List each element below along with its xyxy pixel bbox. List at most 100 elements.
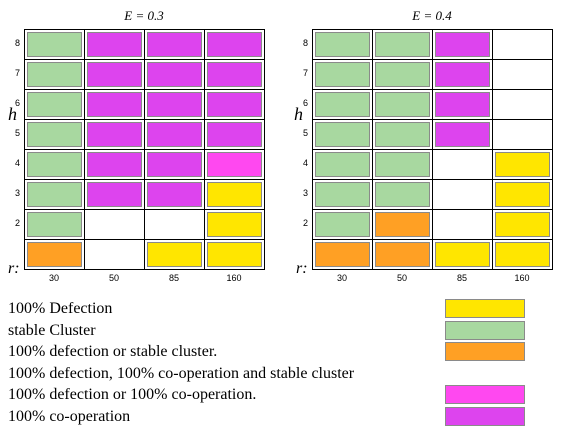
heatmap-cell-fill (147, 152, 202, 177)
heatmap-cell (25, 240, 85, 270)
heatmap-cell-fill (435, 62, 490, 87)
heatmap-cell (85, 90, 145, 120)
heatmap-cell (25, 90, 85, 120)
heatmap-cell-fill (207, 212, 262, 237)
heatmap-cell-fill (87, 62, 142, 87)
heatmap-cell (313, 90, 373, 120)
heatmap-cell (85, 120, 145, 150)
x-tick-label: 30 (336, 273, 347, 283)
heatmap-cell-fill (207, 32, 262, 57)
heatmap-cell-fill (315, 62, 370, 87)
heatmap-cell-fill (87, 212, 142, 237)
heatmap-cell (313, 240, 373, 270)
heatmap-cell (313, 150, 373, 180)
heatmap-cell (373, 180, 433, 210)
heatmap-cell-fill (147, 212, 202, 237)
heatmap-cell-fill (315, 32, 370, 57)
heatmap-cell-fill (435, 152, 490, 177)
x-tick-label: 30 (48, 273, 59, 283)
heatmap-cell-fill (375, 212, 430, 237)
heatmap-cell (145, 120, 205, 150)
heatmap-cell (313, 210, 373, 240)
y-tick-label: 6 (302, 98, 308, 108)
heatmap-cell-fill (375, 92, 430, 117)
heatmap-cell-fill (27, 32, 82, 57)
heatmap-cell (205, 90, 265, 120)
heatmap-cell-fill (27, 182, 82, 207)
heatmap-cell-fill (315, 242, 370, 267)
heatmap-cell-fill (495, 242, 550, 267)
heatmap-cell-fill (27, 62, 82, 87)
heatmap-cell-fill (375, 62, 430, 87)
heatmap-cell (205, 60, 265, 90)
heatmap-cell (433, 90, 493, 120)
heatmap-cell-fill (147, 242, 202, 267)
heatmap-cell (205, 120, 265, 150)
heatmap-cell (85, 60, 145, 90)
panel-title-e03: E = 0.3 (124, 8, 164, 23)
heatmap-cell (145, 90, 205, 120)
heatmap-cell-fill (435, 92, 490, 117)
heatmap-cell (373, 240, 433, 270)
heatmap-cell (433, 180, 493, 210)
heatmap-cell (493, 30, 553, 60)
legend-swatch (445, 299, 525, 318)
y-tick-label: 7 (14, 68, 20, 78)
heatmap-cell-fill (375, 152, 430, 177)
y-axis-label-e04: h (294, 104, 303, 124)
legend-label: 100% defection or stable cluster. (8, 343, 218, 360)
heatmap-cell (373, 150, 433, 180)
y-tick-label: 2 (302, 218, 308, 228)
y-tick-label: 3 (14, 188, 20, 198)
heatmap-cell (85, 240, 145, 270)
heatmap-cell (205, 240, 265, 270)
heatmap-cell-fill (495, 32, 550, 57)
heatmap-cell-fill (27, 92, 82, 117)
heatmap-cell-fill (147, 92, 202, 117)
heatmap-cell-fill (87, 182, 142, 207)
heatmap-cell (25, 180, 85, 210)
heatmap-cell (25, 60, 85, 90)
heatmap-cell-fill (495, 182, 550, 207)
heatmap-cell-fill (207, 62, 262, 87)
heatmap-cell (493, 240, 553, 270)
heatmap-cell (433, 60, 493, 90)
x-tick-label: 85 (456, 273, 467, 283)
heatmap-cell-fill (87, 92, 142, 117)
heatmap-cell (373, 120, 433, 150)
heatmap-cell (205, 30, 265, 60)
heatmap-cell (205, 210, 265, 240)
heatmap-cell (373, 60, 433, 90)
heatmap-grid-e03 (24, 29, 265, 270)
heatmap-cell (145, 240, 205, 270)
heatmap-cell (145, 30, 205, 60)
heatmap-cell (25, 210, 85, 240)
heatmap-cell-fill (87, 32, 142, 57)
heatmap-cell (493, 90, 553, 120)
heatmap-cell-fill (375, 32, 430, 57)
x-tick-label: 50 (108, 273, 119, 283)
heatmap-cell (493, 150, 553, 180)
heatmap-cell-fill (87, 242, 142, 267)
heatmap-cell-fill (207, 242, 262, 267)
y-tick-label: 3 (302, 188, 308, 198)
heatmap-cell-fill (207, 92, 262, 117)
heatmap-cell-fill (435, 122, 490, 147)
heatmap-cell-fill (435, 242, 490, 267)
heatmap-cell (85, 150, 145, 180)
heatmap-cell-fill (27, 122, 82, 147)
legend-swatch (445, 320, 525, 340)
heatmap-cell (313, 30, 373, 60)
heatmap-cell (313, 180, 373, 210)
x-tick-label: 160 (226, 273, 242, 283)
heatmap-cell (145, 180, 205, 210)
heatmap-cell-fill (315, 122, 370, 147)
heatmap-cell (145, 60, 205, 90)
heatmap-cell-fill (375, 122, 430, 147)
heatmap-cell-fill (27, 212, 82, 237)
heatmap-cell (85, 180, 145, 210)
heatmap-cell-fill (375, 182, 430, 207)
heatmap-cell (373, 90, 433, 120)
heatmap-cell (433, 240, 493, 270)
legend-label: 100% defection or 100% co-operation. (8, 386, 257, 403)
